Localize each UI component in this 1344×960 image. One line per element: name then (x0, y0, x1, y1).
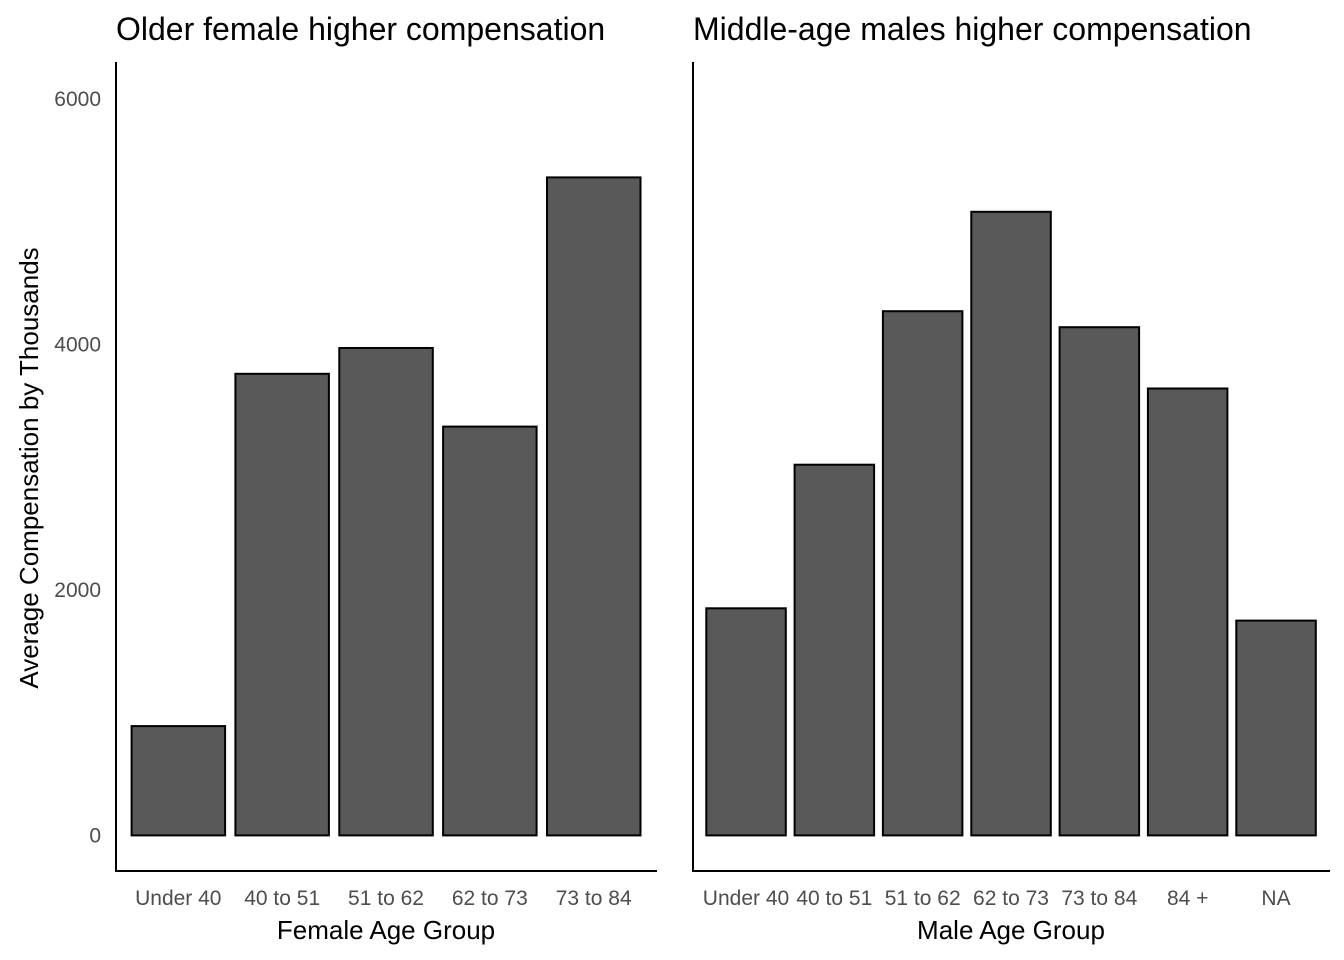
y-axis-title: Average Compensation by Thousands (14, 247, 44, 688)
x-tick-labels-female: Under 40 40 to 51 51 to 62 62 to 73 73 to 84 (135, 887, 632, 910)
x-tick-label: 51 to 62 (348, 887, 424, 910)
y-axis-ticks: 0 2000 4000 6000 (54, 88, 101, 848)
x-tick-label: 40 to 51 (244, 887, 320, 910)
bar-male-1 (705, 607, 787, 837)
x-axis-title-male: Male Age Group (917, 915, 1105, 945)
bar-male-2 (793, 463, 876, 837)
bars-female (130, 176, 642, 837)
x-tick-label: 40 to 51 (796, 887, 872, 910)
bar-male-3 (881, 310, 964, 837)
x-tick-label: Under 40 (135, 887, 221, 910)
panel-male: Middle-age males higher compensation Und… (692, 11, 1330, 945)
bar-male-5 (1058, 326, 1141, 837)
bars-male (705, 210, 1317, 837)
x-tick-label: NA (1261, 887, 1290, 910)
x-tick-labels-male: Under 40 40 to 51 51 to 62 62 to 73 73 to 84… (703, 887, 1291, 910)
bar-male-6 (1146, 387, 1229, 837)
panel-female: Older female higher compensation 0 2000 40… (54, 11, 657, 945)
x-tick-label: 73 to 84 (556, 887, 632, 910)
bar-female-5 (546, 176, 642, 837)
bar-male-7 (1235, 619, 1317, 837)
y-tick-label: 6000 (54, 88, 101, 111)
panel-title-female: Older female higher compensation (116, 11, 605, 47)
panel-title-male: Middle-age males higher compensation (693, 11, 1252, 47)
bar-female-1 (130, 725, 227, 837)
y-tick-label: 4000 (54, 333, 101, 356)
y-tick-label: 2000 (54, 579, 101, 602)
x-tick-label: 73 to 84 (1061, 887, 1137, 910)
x-tick-label: 51 to 62 (885, 887, 961, 910)
bar-female-2 (234, 372, 330, 837)
x-tick-label: Under 40 (703, 887, 789, 910)
y-tick-label: 0 (89, 824, 101, 847)
x-tick-label: 84 + (1167, 887, 1208, 910)
x-axis-title-female: Female Age Group (277, 915, 495, 945)
x-tick-label: 62 to 73 (452, 887, 528, 910)
bar-male-4 (970, 210, 1052, 837)
bar-female-4 (442, 425, 538, 837)
x-tick-label: 62 to 73 (973, 887, 1049, 910)
bar-female-3 (338, 347, 434, 837)
